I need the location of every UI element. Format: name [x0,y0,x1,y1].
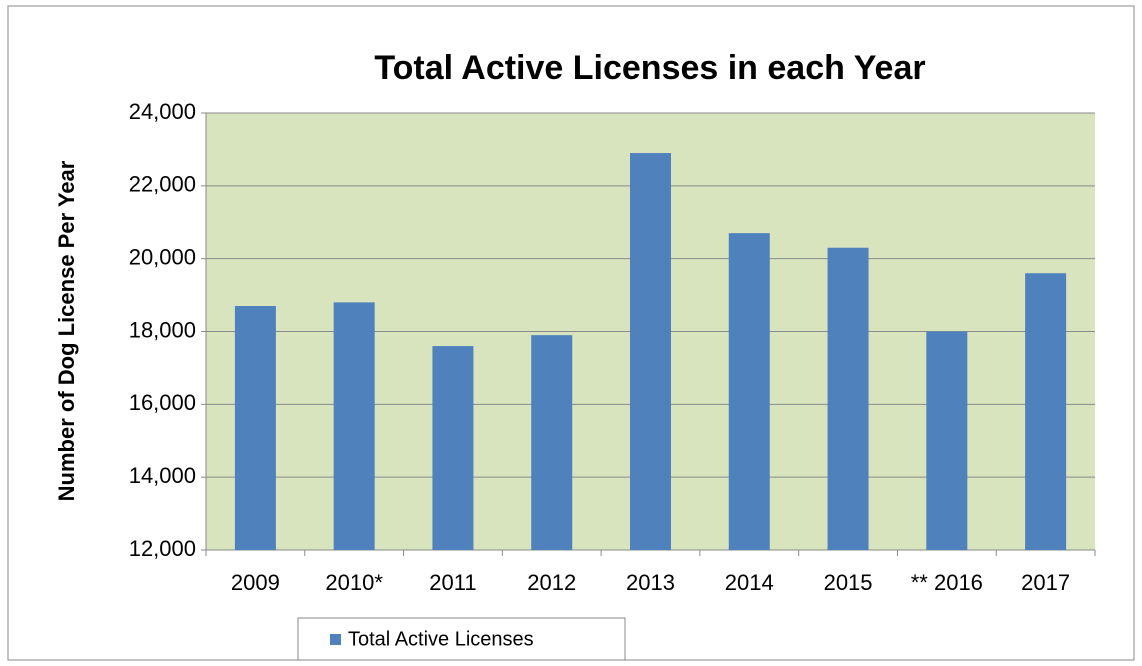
bar [531,335,573,550]
y-axis-label: Number of Dog License Per Year [54,160,79,501]
y-tick-label: 22,000 [129,172,196,197]
x-tick-label: ** 2016 [911,570,983,595]
legend-box [297,617,626,661]
legend-label: Total Active Licenses [348,628,534,650]
y-tick-label: 18,000 [129,317,196,342]
x-tick-label: 2014 [725,570,774,595]
bar [827,247,869,550]
chart-title: Total Active Licenses in each Year [374,49,925,87]
x-tick-label: 2017 [1021,570,1070,595]
bar [926,331,968,550]
x-tick-label: 2010* [325,570,383,595]
y-tick-label: 12,000 [129,536,196,561]
bar [728,233,770,551]
bar [432,346,474,550]
y-tick-label: 24,000 [129,99,196,124]
bar [234,306,276,550]
legend-swatch [330,634,341,645]
bar [1025,273,1067,550]
y-tick-label: 20,000 [129,244,196,269]
x-tick-label: 2012 [527,570,576,595]
x-tick-label: 2009 [231,570,280,595]
x-tick-label: 2013 [626,570,675,595]
y-tick-label: 14,000 [129,463,196,488]
y-tick-label: 16,000 [129,390,196,415]
x-tick-label: 2011 [429,570,476,595]
bar [630,153,671,550]
x-tick-label: 2015 [824,570,873,595]
bar [333,302,375,550]
